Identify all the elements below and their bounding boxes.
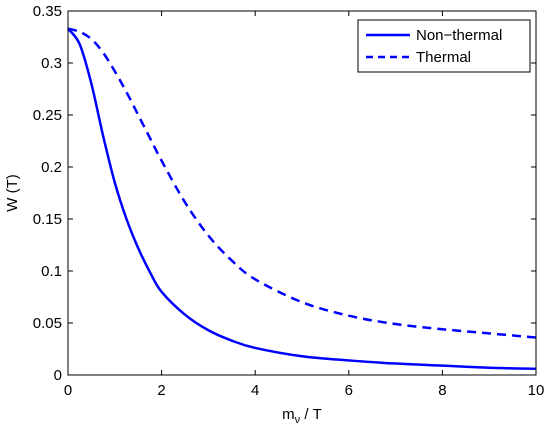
series-layer (67, 27, 537, 371)
plot-frame (67, 10, 537, 376)
series-line-non-thermal (67, 27, 537, 371)
legend-box (357, 19, 531, 73)
series-line-thermal (67, 27, 537, 339)
y-tick-label: 0 (54, 367, 62, 384)
legend: Non−thermal Thermal (357, 19, 531, 73)
y-tick-label: 0.05 (33, 315, 62, 332)
legend-label-non-thermal: Non−thermal (416, 27, 502, 44)
legend-label-thermal: Thermal (416, 49, 471, 66)
x-axis-label-rest: / T (300, 406, 322, 423)
y-tick-label: 0.25 (33, 107, 62, 124)
x-tick-label: 2 (157, 382, 165, 399)
y-axis-label: W (T) (4, 174, 21, 211)
y-tick-label: 0.2 (41, 159, 62, 176)
y-tick-label: 0.1 (41, 263, 62, 280)
x-axis-label-subscript: ν (295, 414, 301, 426)
x-tick-label: 4 (251, 382, 259, 399)
y-tick-label: 0.3 (41, 55, 62, 72)
x-axis-label-main: m (282, 406, 295, 423)
x-tick-label: 6 (345, 382, 353, 399)
x-tick-label: 8 (438, 382, 446, 399)
x-axis-label: mν / T (282, 406, 322, 426)
ticks-layer: 0 2 4 6 8 10 0 0.05 0.1 0.15 0.2 0.25 0.3 0.35 (33, 3, 545, 399)
y-tick-label: 0.15 (33, 211, 62, 228)
x-tick-label: 0 (64, 382, 72, 399)
x-tick-label: 10 (528, 382, 545, 399)
y-tick-label: 0.35 (33, 3, 62, 20)
